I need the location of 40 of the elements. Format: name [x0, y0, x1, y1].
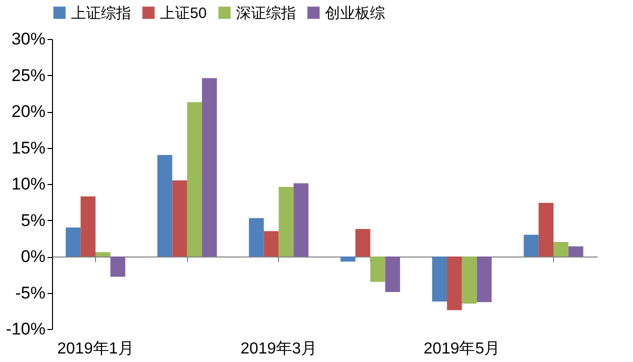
bar — [432, 256, 448, 302]
y-tick-label: 25% — [11, 66, 46, 85]
y-tick-label: 0% — [20, 247, 46, 266]
bar — [66, 228, 81, 256]
bar — [476, 256, 492, 302]
bar — [355, 228, 370, 256]
bar — [385, 256, 400, 292]
bar — [462, 256, 477, 304]
bar — [538, 202, 554, 256]
legend-label: 深证综指 — [236, 4, 296, 22]
y-tick-label: 5% — [20, 210, 46, 230]
bar — [524, 234, 539, 256]
bar — [172, 180, 188, 256]
bar — [157, 155, 172, 256]
bar — [248, 218, 264, 256]
bar — [187, 102, 202, 256]
bar — [370, 256, 386, 282]
y-tick-label: 30% — [11, 30, 46, 48]
bar — [553, 242, 568, 256]
bar — [278, 186, 294, 256]
bar — [264, 231, 279, 256]
legend-label: 上证50 — [160, 4, 207, 22]
bar — [202, 78, 217, 256]
y-tick-label: -10% — [6, 320, 46, 338]
x-tick-label: 2019年3月 — [240, 340, 317, 358]
bar — [447, 256, 462, 310]
y-tick-label: 10% — [11, 174, 46, 194]
y-tick-label: 20% — [11, 102, 46, 121]
bar — [110, 256, 126, 277]
bar — [294, 183, 308, 256]
bar — [568, 246, 584, 256]
legend-label: 创业板综 — [325, 4, 385, 22]
x-tick-label: 2019年5月 — [424, 340, 500, 358]
y-tick-label: 15% — [11, 138, 46, 158]
bar — [96, 252, 110, 256]
bar — [340, 256, 356, 262]
legend-label: 上证综指 — [71, 4, 131, 22]
x-tick-label: 2019年1月 — [57, 340, 134, 358]
bar — [80, 196, 96, 256]
y-tick-label: -5% — [15, 283, 46, 302]
